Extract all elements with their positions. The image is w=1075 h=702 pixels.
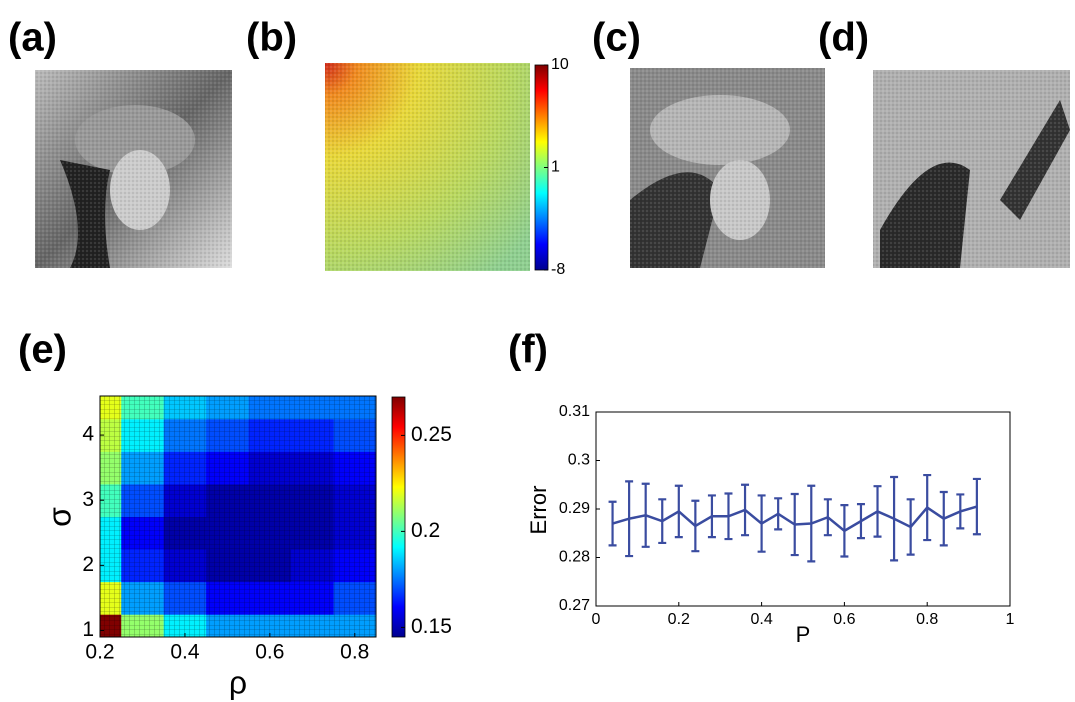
error-bar: [956, 493, 965, 530]
error-bar: [625, 480, 634, 558]
error-bar: [724, 492, 733, 541]
error-bar: [757, 494, 766, 553]
error-bar: [774, 497, 783, 531]
y-tick-label: 0.28: [559, 549, 590, 566]
error-bar: [707, 494, 716, 539]
error-bar: [658, 498, 667, 545]
x-axis-label: ρ: [229, 664, 247, 700]
x-tick-label: 0.6: [255, 641, 284, 664]
error-bar: [790, 492, 799, 557]
error-bar: [840, 504, 849, 558]
panel-label: (c): [592, 16, 641, 60]
panel-label: (f): [508, 328, 548, 372]
error-bar: [890, 475, 899, 562]
x-tick-label: 0.4: [750, 611, 772, 628]
error-bar: [674, 484, 683, 539]
y-tick-label: 0.3: [568, 452, 590, 469]
y-axis-label: σ: [41, 507, 77, 527]
error-bar: [873, 485, 882, 538]
image-d: [873, 70, 1070, 268]
image-b: [325, 63, 549, 271]
x-tick-label: 0.2: [668, 611, 690, 628]
error-bar: [641, 482, 650, 548]
y-tick-label: 0.29: [559, 500, 590, 517]
x-tick-label: 1: [1006, 611, 1015, 628]
colorbar-tick-label: 0.25: [411, 423, 452, 446]
x-tick-label: 0: [592, 611, 601, 628]
x-tick-label: 0.4: [170, 641, 200, 664]
error-bar: [608, 500, 617, 547]
colorbar: [391, 396, 406, 638]
colorbar-tick-label: 1: [551, 159, 560, 176]
image-a: [35, 70, 232, 268]
mesh: [100, 396, 376, 637]
error-bar: [923, 473, 932, 542]
plot-frame: [595, 411, 1011, 607]
x-axis-label: P: [796, 622, 811, 647]
panel-label: (d): [818, 16, 869, 60]
y-tick-label: 3: [82, 488, 94, 511]
error-bar: [906, 498, 915, 556]
panel-label: (a): [8, 16, 57, 60]
error-bar: [823, 498, 832, 537]
y-tick-label: 1: [82, 618, 94, 641]
colorbar-tick-label: 10: [551, 56, 569, 73]
x-tick-label: 0.6: [833, 611, 855, 628]
error-bar: [807, 484, 816, 563]
colorbar-tick-label: -8: [551, 261, 565, 278]
y-tick-label: 0.27: [559, 597, 590, 614]
y-tick-label: 0.31: [559, 403, 590, 420]
panel-label: (b): [246, 16, 297, 60]
error-bar: [856, 503, 865, 540]
y-tick-label: 2: [82, 553, 94, 576]
y-axis-label: Error: [526, 486, 551, 535]
error-bar: [741, 483, 750, 537]
colorbar-tick-label: 0.2: [411, 519, 440, 542]
y-tick-label: 4: [82, 423, 94, 446]
error-bar: [972, 477, 981, 536]
error-bar: [691, 499, 700, 553]
x-tick-label: 0.2: [85, 641, 114, 664]
image-c: [630, 68, 825, 268]
colorbar-tick-label: 0.15: [411, 615, 452, 638]
panel-label: (e): [18, 328, 67, 372]
x-tick-label: 0.8: [916, 611, 938, 628]
error-bar: [939, 490, 948, 547]
x-tick-label: 0.8: [340, 641, 369, 664]
plot-frame: [99, 395, 377, 638]
